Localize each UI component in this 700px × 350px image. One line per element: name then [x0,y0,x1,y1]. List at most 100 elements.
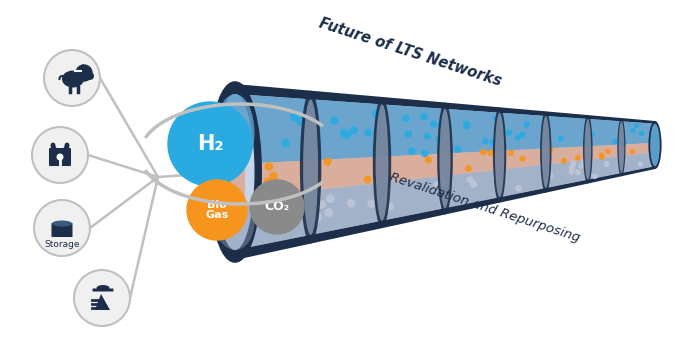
Circle shape [463,121,469,127]
Ellipse shape [376,104,389,221]
Circle shape [426,157,431,163]
Circle shape [631,150,634,154]
Circle shape [421,113,427,119]
Circle shape [285,183,292,190]
Circle shape [524,122,529,127]
Circle shape [44,50,100,106]
Text: Future of LTS Networks: Future of LTS Networks [317,15,503,89]
Circle shape [264,218,272,226]
Circle shape [274,180,281,187]
Circle shape [344,132,351,139]
Circle shape [569,169,574,174]
Circle shape [516,135,521,140]
Circle shape [467,177,473,183]
Circle shape [440,181,445,187]
Circle shape [605,162,609,166]
Circle shape [368,200,375,207]
Circle shape [587,173,592,178]
Circle shape [488,150,493,155]
Circle shape [430,121,437,127]
Circle shape [582,160,586,164]
Ellipse shape [300,91,321,244]
Circle shape [421,150,428,156]
Ellipse shape [373,97,391,228]
Circle shape [405,131,412,137]
Ellipse shape [216,94,255,172]
Circle shape [494,175,498,181]
Circle shape [314,214,321,221]
Circle shape [470,181,476,187]
Circle shape [276,197,285,205]
Circle shape [350,127,357,134]
Polygon shape [235,94,655,250]
Ellipse shape [583,115,593,183]
Ellipse shape [648,121,662,169]
Ellipse shape [216,195,255,250]
Circle shape [250,180,304,234]
Circle shape [402,116,409,122]
Circle shape [340,130,347,136]
Text: H₂: H₂ [197,134,223,154]
Circle shape [638,162,643,166]
Ellipse shape [97,285,109,291]
Circle shape [318,201,326,208]
Circle shape [32,127,88,183]
Circle shape [381,199,387,205]
Circle shape [288,217,295,225]
Circle shape [599,153,603,157]
Circle shape [270,173,277,180]
Circle shape [327,195,334,202]
Circle shape [348,200,355,207]
Circle shape [507,130,512,135]
Polygon shape [225,163,245,197]
Polygon shape [235,153,655,250]
Circle shape [325,209,332,216]
FancyBboxPatch shape [92,288,113,292]
Circle shape [520,156,525,161]
Circle shape [265,163,272,170]
Circle shape [548,147,553,152]
Ellipse shape [493,107,506,203]
Circle shape [631,129,635,133]
FancyBboxPatch shape [52,223,73,237]
Circle shape [613,140,617,144]
Circle shape [270,181,277,188]
Circle shape [57,154,64,161]
Circle shape [86,72,94,80]
Circle shape [491,140,496,145]
Circle shape [466,166,471,171]
Circle shape [635,124,638,128]
Circle shape [297,118,304,125]
Circle shape [76,65,92,81]
Circle shape [187,180,247,240]
Circle shape [386,203,393,210]
Circle shape [569,166,574,170]
Circle shape [265,178,272,186]
Circle shape [509,150,514,155]
Circle shape [622,141,626,146]
Circle shape [575,170,580,175]
Circle shape [483,138,488,144]
Circle shape [312,175,318,182]
Circle shape [494,116,499,121]
Ellipse shape [617,118,626,176]
Ellipse shape [81,64,85,68]
Ellipse shape [216,94,255,250]
Polygon shape [235,94,655,164]
Circle shape [435,182,440,188]
Ellipse shape [438,103,453,215]
Circle shape [409,148,414,154]
Circle shape [34,200,90,256]
Ellipse shape [52,220,72,226]
Ellipse shape [650,124,660,166]
Circle shape [559,136,564,141]
Circle shape [600,155,604,159]
Ellipse shape [542,116,550,188]
Circle shape [365,176,371,183]
Circle shape [579,163,584,168]
Text: Storage: Storage [44,240,80,249]
Text: CO₂: CO₂ [265,201,290,214]
Circle shape [548,173,553,178]
Ellipse shape [303,99,318,235]
Circle shape [455,146,461,152]
